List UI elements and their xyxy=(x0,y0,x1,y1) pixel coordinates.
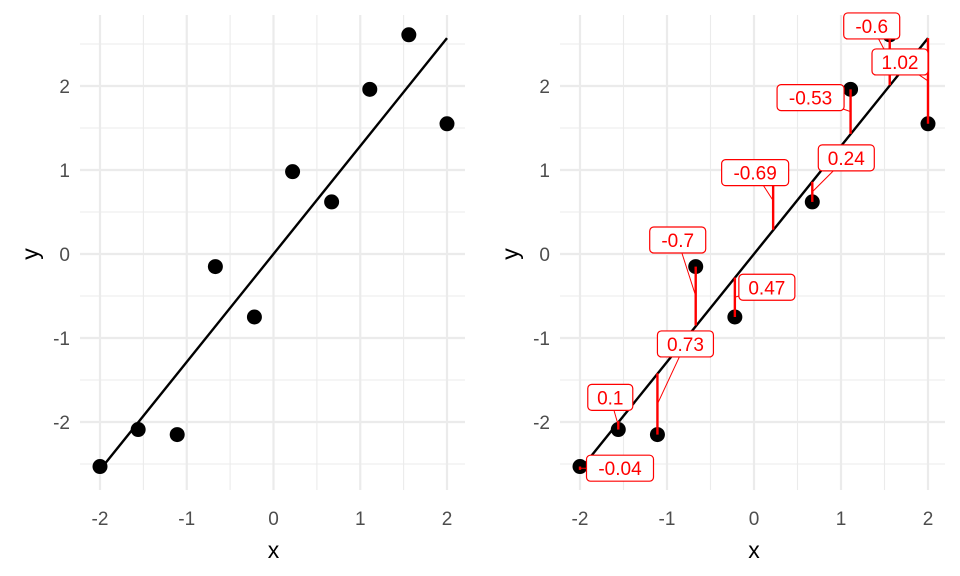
y-tick-label: 2 xyxy=(539,77,550,98)
data-point xyxy=(207,259,223,275)
x-tick-label: 2 xyxy=(442,509,453,530)
data-point xyxy=(130,422,146,438)
data-point xyxy=(285,164,301,180)
residual-label-box xyxy=(776,84,845,112)
residual-label: 0.24 xyxy=(828,149,865,170)
residual-label-box xyxy=(721,159,790,187)
x-tick-label: 0 xyxy=(268,509,279,530)
residual-label: -0.6 xyxy=(855,17,888,38)
residual-label: -0.69 xyxy=(733,164,776,185)
regression-line xyxy=(579,37,929,471)
data-point xyxy=(401,27,417,43)
residual-label: -0.7 xyxy=(661,231,694,252)
data-point xyxy=(246,309,262,325)
residual-label-box xyxy=(587,383,634,411)
residual-label-box xyxy=(656,330,715,358)
residual-label: 1.02 xyxy=(882,53,919,74)
data-point xyxy=(439,116,455,132)
residual-label: 0.73 xyxy=(667,335,704,356)
regression-line xyxy=(99,37,448,471)
y-tick-label: -2 xyxy=(53,413,70,434)
residual-label-box xyxy=(585,454,655,482)
y-axis-title: y xyxy=(497,248,523,260)
x-tick-label: -1 xyxy=(659,509,676,530)
residual-label: -0.53 xyxy=(789,89,832,110)
y-tick-label: 1 xyxy=(59,161,70,182)
residual-label-box xyxy=(738,273,796,301)
y-tick-label: 0 xyxy=(59,245,70,266)
residual-label: 0.1 xyxy=(597,388,623,409)
residual-label: -0.04 xyxy=(598,459,642,480)
x-tick-label: 1 xyxy=(355,509,366,530)
data-point xyxy=(324,194,340,210)
x-tick-label: -1 xyxy=(178,509,195,530)
y-tick-label: 1 xyxy=(539,161,550,182)
y-tick-label: -1 xyxy=(53,329,70,350)
x-tick-label: 1 xyxy=(836,509,847,530)
x-axis-title: x xyxy=(748,537,760,563)
residual-label-box xyxy=(649,226,707,254)
y-tick-label: 2 xyxy=(59,77,70,98)
data-point xyxy=(92,459,108,475)
residual-label-box xyxy=(843,12,901,40)
residual-label: 0.47 xyxy=(748,278,785,299)
residual-label-box xyxy=(871,48,929,76)
y-tick-label: -2 xyxy=(533,413,550,434)
x-tick-label: 2 xyxy=(923,509,934,530)
right-panel: -2 -1 0 1 2 -2 -1 0 1 2 x y -0.04 0.1 0.73 -0.7 0.47 -0.6… xyxy=(497,12,945,563)
left-panel: -2 -1 0 1 2 -2 -1 0 1 2 x y xyxy=(17,15,465,563)
data-point xyxy=(169,427,185,443)
residual-label-box xyxy=(817,144,875,172)
data-point xyxy=(362,81,378,97)
y-tick-label: 0 xyxy=(539,245,550,266)
x-tick-label: -2 xyxy=(92,509,109,530)
x-axis-title: x xyxy=(268,537,280,563)
y-tick-label: -1 xyxy=(533,329,550,350)
x-tick-label: 0 xyxy=(749,509,760,530)
y-axis-title: y xyxy=(17,248,43,260)
x-tick-label: -2 xyxy=(572,509,589,530)
